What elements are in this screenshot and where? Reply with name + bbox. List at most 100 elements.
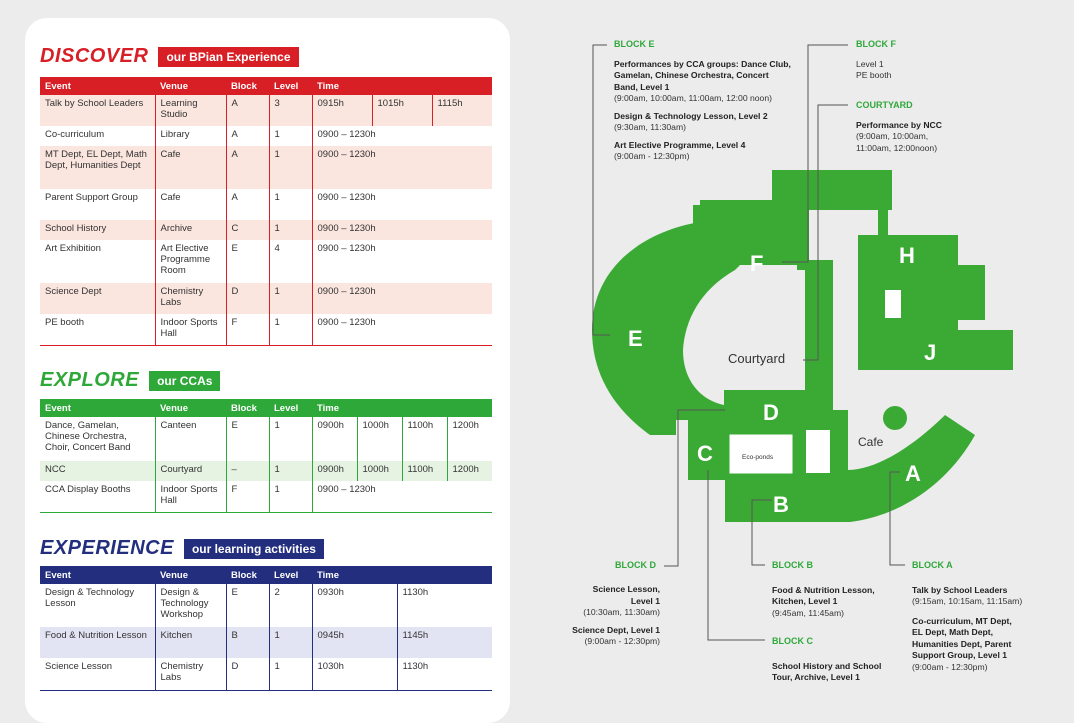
block-a-time1: (9:15am, 10:15am, 11:15am) [912,596,1023,606]
header-venue: Venue [155,399,226,417]
time-cell: 1100h [401,461,447,481]
block-e-item2-title: Design & Technology Lesson, Level 2 [614,110,768,121]
map-block-labels: E F H J D C B A [628,243,936,517]
block-cell: – [225,461,269,481]
event-cell: Science Dept [40,283,155,314]
event-cell: Science Lesson [45,661,113,672]
event-cell: Parent Support Group [45,192,138,203]
header-event: Event [40,399,155,417]
map-buildings [592,170,1013,522]
leader-a [889,471,905,566]
explore-table: Event Venue Block Level Time Dance, Game… [40,399,493,513]
courtyard-title: Performance by NCC [856,119,942,130]
event-cell: NCC [40,461,155,481]
experience-header: EXPERIENCE our learning activities [40,537,324,560]
block-cell: F [225,481,269,512]
block-d-column [805,260,833,420]
block-cell: A [225,189,269,220]
venue-cell: Courtyard [154,461,226,481]
time-cell: 1130h [396,584,493,627]
time-cell: 1145h [396,627,493,658]
block-a-title2c: Humanities Dept, Parent [912,638,1012,649]
table-row: School History Archive C 1 0900 – 1230h [40,220,492,240]
level-cell: 1 [268,283,312,314]
table-row: Science Dept Chemistry Labs D 1 0900 – 1… [40,283,492,314]
explore-badge: our CCAs [149,370,221,391]
header-venue: Venue [155,77,226,95]
event-cell: Talk by School Leaders [40,95,155,126]
venue-cell: Kitchen [154,627,226,658]
block-cell: C [225,220,269,240]
time-cell: 0900h [311,417,357,461]
map-label-cafe: Cafe [858,435,884,449]
block-e-item1-title: Performances by CCA groups: Dance Club, … [614,58,791,92]
discover-badge: our BPian Experience [158,46,299,67]
eco-ponds-box [728,433,794,475]
event-cell: Dance, Gamelan, Chinese Orchestra, Choir… [45,420,131,453]
time-cell: 1000h [356,417,402,461]
time-cell: 0900 – 1230h [311,126,492,146]
block-cell: F [225,314,269,345]
level-cell: 1 [268,314,312,345]
c-gap [806,430,830,473]
block-cell: E [225,584,269,627]
block-f-upper [772,170,892,210]
time-cell: 0945h [311,627,397,658]
leader-d [664,409,725,567]
block-cell: E [225,417,269,461]
venue-cell: Library [154,126,226,146]
experience-title: EXPERIENCE [40,537,174,559]
time-cell: 1130h [396,658,493,690]
block-e-item3-time: (9:00am - 12:30pm) [614,151,690,161]
time-cell: 0900 – 1230h [311,481,493,512]
courtyard-time2: 11:00am, 12:00noon) [856,142,938,153]
table-header-row: Event Venue Block Level Time [40,77,492,95]
map-label-d: D [763,400,779,425]
block-a-title2a: Co-curriculum, MT Dept, [912,615,1012,626]
venue-cell: Archive [154,220,226,240]
map-label-j: J [924,340,936,365]
block-a-title1: Talk by School Leaders [912,584,1008,595]
table-row: PE booth Indoor Sports Hall F 1 0900 – 1… [40,314,492,345]
venue-cell: Design & Technology Workshop [154,584,226,627]
leader-c [707,470,765,641]
block-f-shape [693,205,808,265]
h-courtyard-void [885,290,901,318]
block-a-circle [883,406,907,430]
time-cell: 1200h [446,461,493,481]
map-label-courtyard: Courtyard [728,351,785,366]
table-row: Food & Nutrition Lesson Kitchen B 1 0945… [40,627,493,658]
time-cell: 0900 – 1230h [311,314,492,345]
event-cell: Food & Nutrition Lesson [40,627,155,658]
table-row: Dance, Gamelan, Chinese Orchestra, Choir… [40,417,493,461]
block-d-label: BLOCK D [615,560,656,570]
table-row: Design & Technology Lesson Design & Tech… [40,584,493,627]
leader-b [751,499,772,566]
header-time: Time [312,77,492,95]
block-cell: A [225,95,269,126]
block-d-item2-time: (9:00am - 12:30pm) [584,636,660,646]
block-e-item1-time: (9:00am, 10:00am, 11:00am, 12:00 noon) [614,93,772,103]
block-b-a-shape [725,415,975,522]
time-cell: 1200h [446,417,493,461]
table-header-row: Event Venue Block Level Time [40,566,493,584]
time-cell: 0900 – 1230h [311,189,492,220]
discover-header: DISCOVER our BPian Experience [40,45,299,68]
block-cell: D [225,283,269,314]
block-f-label: BLOCK F [856,39,896,49]
annotation-courtyard: COURTYARD Performance by NCC (9:00am, 10… [856,100,986,154]
block-b-title1: Food & Nutrition Lesson, [772,584,875,595]
map-label-f: F [750,251,763,276]
level-cell: 1 [268,417,312,461]
map-label-a: A [905,461,921,486]
table-row: NCC Courtyard – 1 0900h 1000h 1100h 1200… [40,461,493,481]
leader-f [782,44,848,263]
annotation-block-a: BLOCK A Talk by School Leaders (9:15am, … [912,560,1052,673]
time-cell: 1100h [401,417,447,461]
time-cell: 1015h [371,95,432,126]
level-cell: 1 [268,627,312,658]
header-level: Level [269,399,312,417]
map-label-c: C [697,441,713,466]
level-cell: 1 [268,658,312,690]
